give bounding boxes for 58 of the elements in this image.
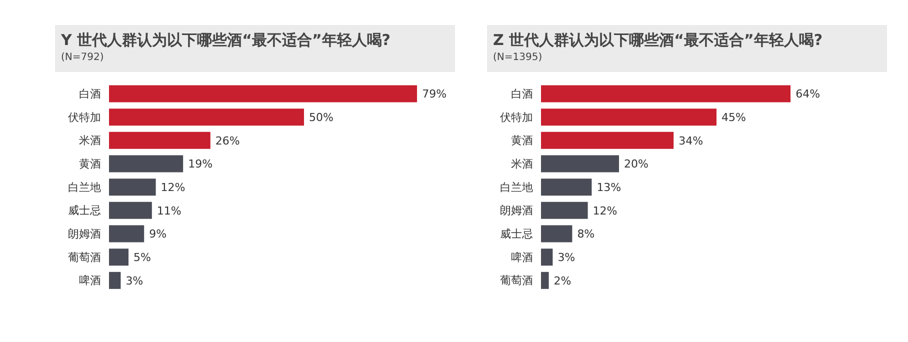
data-label: 3% bbox=[126, 274, 144, 288]
y-tick-label: 朗姆酒 bbox=[68, 228, 101, 241]
y-tick-label: 米酒 bbox=[511, 158, 533, 171]
bar bbox=[541, 155, 619, 172]
bar bbox=[109, 225, 144, 242]
data-label: 5% bbox=[134, 251, 151, 264]
bar bbox=[541, 132, 674, 149]
y-tick-label: 葡萄酒 bbox=[500, 274, 533, 288]
chart-subtitle: (N=792) bbox=[61, 52, 105, 63]
data-label: 20% bbox=[624, 158, 648, 171]
data-label: 3% bbox=[558, 251, 576, 264]
data-label: 26% bbox=[215, 134, 240, 148]
data-label: 50% bbox=[309, 111, 334, 124]
y-tick-label: 黄酒 bbox=[511, 134, 533, 148]
bar bbox=[541, 272, 549, 289]
data-label: 12% bbox=[592, 204, 618, 218]
bar bbox=[109, 178, 156, 196]
bar bbox=[541, 85, 791, 102]
y-tick-label: 啤酒 bbox=[79, 274, 101, 288]
data-label: 19% bbox=[188, 158, 213, 171]
data-label: 12% bbox=[160, 181, 186, 194]
bar bbox=[541, 202, 588, 219]
bar bbox=[541, 178, 592, 196]
bar bbox=[541, 108, 716, 126]
y-tick-label: 朗姆酒 bbox=[500, 204, 533, 218]
y-tick-label: 白酒 bbox=[511, 88, 533, 101]
y-tick-label: 黄酒 bbox=[79, 158, 101, 171]
data-label: 2% bbox=[554, 274, 572, 288]
bar bbox=[109, 272, 121, 289]
y-tick-label: 米酒 bbox=[79, 134, 101, 148]
bar bbox=[109, 132, 210, 149]
chart-title: Z 世代人群认为以下哪些酒“最不适合”年轻人喝? bbox=[493, 31, 824, 50]
bar bbox=[541, 225, 572, 242]
data-label: 8% bbox=[577, 228, 595, 241]
data-label: 64% bbox=[796, 88, 820, 101]
y-tick-label: 伏特加 bbox=[500, 110, 533, 124]
bar bbox=[109, 108, 304, 126]
y-tick-label: 啤酒 bbox=[511, 250, 533, 264]
data-label: 45% bbox=[722, 111, 746, 124]
y-tick-label: 威士忌 bbox=[500, 228, 533, 241]
data-label: 79% bbox=[422, 88, 447, 101]
bar bbox=[109, 155, 184, 172]
data-label: 34% bbox=[678, 134, 704, 148]
bar bbox=[109, 202, 152, 219]
y-tick-label: 白兰地 bbox=[500, 180, 533, 194]
chart-subtitle: (N=1395) bbox=[493, 52, 544, 63]
bar bbox=[541, 248, 553, 266]
data-label: 9% bbox=[149, 228, 167, 241]
y-tick-label: 威士忌 bbox=[68, 204, 101, 218]
y-tick-label: 白酒 bbox=[79, 88, 101, 101]
bar bbox=[109, 85, 418, 102]
data-label: 11% bbox=[156, 204, 182, 218]
y-tick-label: 白兰地 bbox=[68, 180, 101, 194]
y-tick-label: 伏特加 bbox=[68, 110, 101, 124]
chart-title: Y 世代人群认为以下哪些酒“最不适合”年轻人喝? bbox=[61, 31, 392, 50]
data-label: 13% bbox=[596, 181, 622, 194]
bar bbox=[109, 248, 128, 266]
y-tick-label: 葡萄酒 bbox=[68, 250, 101, 264]
